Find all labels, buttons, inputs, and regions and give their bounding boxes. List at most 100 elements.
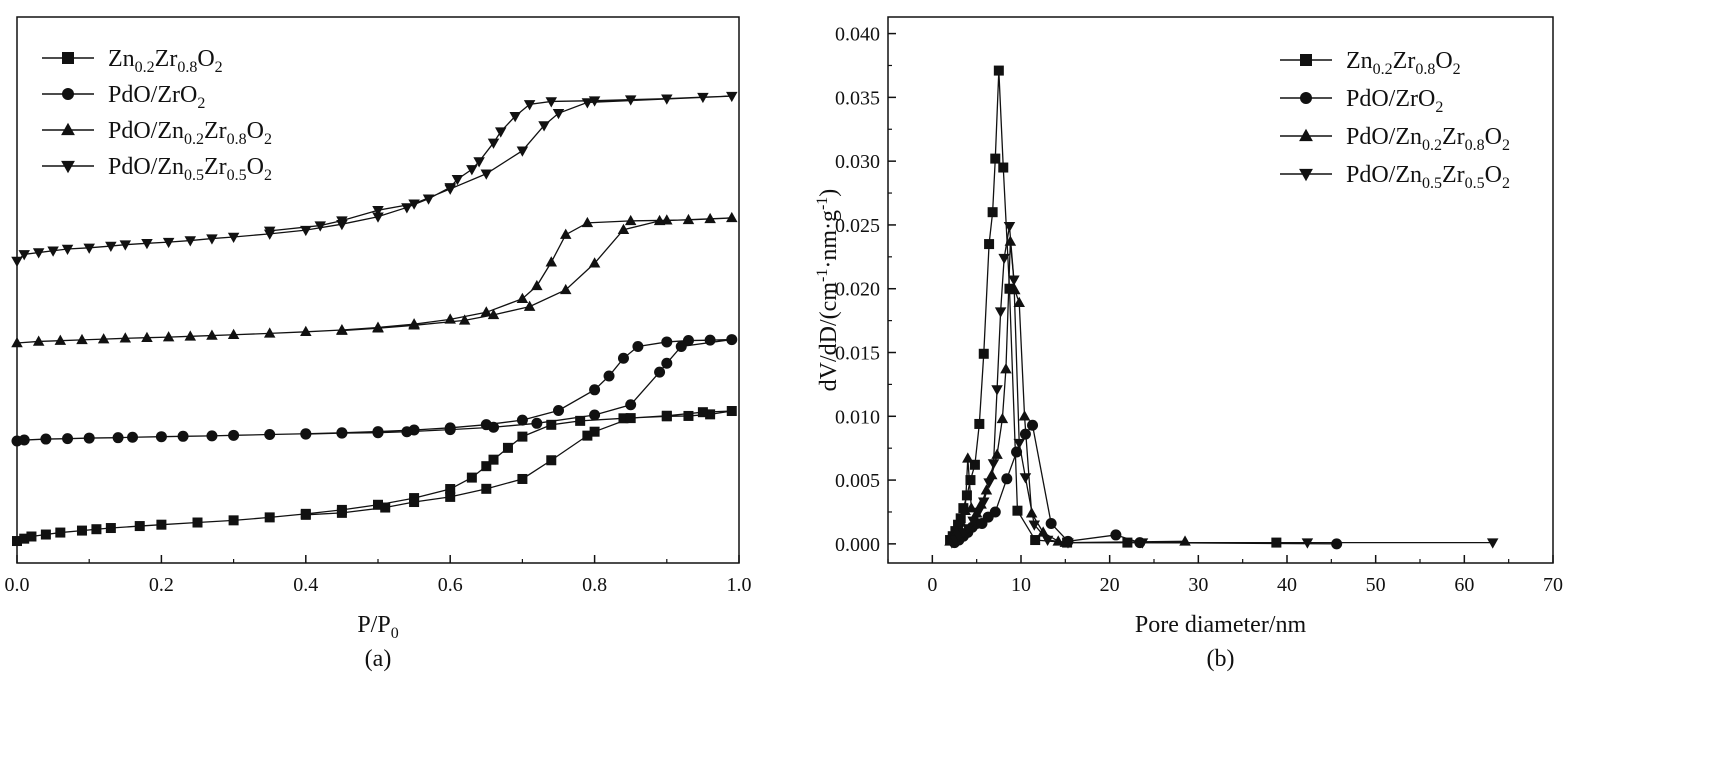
data-point	[206, 430, 218, 442]
data-point	[581, 98, 594, 109]
data-point	[705, 409, 716, 420]
legend-marker	[1299, 168, 1313, 182]
data-point	[545, 256, 558, 267]
data-point	[206, 234, 218, 245]
data-point	[458, 314, 471, 325]
x-tick-label: 10	[1011, 574, 1031, 596]
data-point	[1027, 419, 1039, 431]
panel-b-label: (b)	[1207, 646, 1235, 672]
data-point	[983, 478, 995, 489]
data-point	[1001, 473, 1013, 485]
data-point	[97, 333, 110, 344]
data-point	[1003, 221, 1016, 233]
data-point	[62, 433, 74, 445]
x-tick-label: 20	[1100, 574, 1120, 596]
data-point	[494, 127, 507, 138]
y-tick-label: 0.035	[835, 87, 880, 109]
data-point	[1179, 535, 1191, 546]
panel-b-y-axis-label: dV/dD/(cm-1·nm·g-1)	[814, 189, 842, 392]
data-point	[408, 319, 420, 330]
data-point	[546, 455, 557, 466]
data-point	[227, 328, 240, 340]
data-point	[531, 417, 543, 429]
data-point	[372, 212, 384, 223]
legend-label: PdO/Zn0.5Zr0.5O2	[108, 154, 272, 184]
data-point	[481, 483, 492, 494]
y-tick-label: 0.025	[835, 215, 880, 237]
data-point	[661, 214, 673, 225]
panel-b-series	[944, 65, 1499, 550]
data-point	[559, 283, 572, 295]
x-tick-label: 40	[1277, 574, 1297, 596]
panel-a-x-ticks: 0.0 0.2 0.4 0.6 0.8 1.0	[5, 555, 752, 596]
data-point	[625, 413, 636, 424]
data-point	[11, 256, 23, 268]
data-point	[466, 165, 478, 176]
data-point	[588, 257, 601, 268]
data-point	[993, 65, 1004, 76]
data-point	[969, 459, 980, 470]
y-tick-label: 0.040	[835, 24, 880, 46]
data-point	[487, 308, 500, 320]
data-point	[300, 325, 312, 337]
data-point	[517, 473, 528, 484]
x-tick-label: 0.6	[438, 574, 463, 596]
x-tick-label: 70	[1543, 574, 1563, 596]
data-point	[1301, 538, 1314, 549]
series-line	[954, 423, 1337, 545]
data-point	[704, 212, 716, 224]
data-point	[994, 307, 1007, 318]
data-point	[177, 430, 189, 442]
x-tick-label: 50	[1366, 574, 1386, 596]
legend-label: Zn0.2Zr0.8O2	[1346, 48, 1461, 78]
data-point	[263, 226, 276, 237]
data-point	[1011, 446, 1023, 458]
data-point	[985, 468, 998, 480]
data-point	[155, 431, 167, 443]
legend-label: PdO/Zn0.2Zr0.8O2	[108, 118, 272, 148]
data-point	[1000, 363, 1012, 374]
data-point	[373, 499, 383, 510]
panel-a-series	[11, 91, 738, 547]
data-point	[91, 524, 102, 535]
data-point	[54, 334, 67, 345]
data-point	[141, 239, 153, 250]
data-point	[617, 352, 629, 364]
data-point	[119, 240, 132, 251]
data-point	[451, 175, 464, 186]
data-point	[1018, 410, 1031, 421]
data-point	[581, 216, 594, 228]
y-tick-label: 0.010	[835, 406, 880, 428]
data-point	[517, 431, 528, 442]
data-point	[502, 442, 513, 453]
x-tick-label: 0.0	[5, 574, 30, 596]
data-point	[990, 153, 1001, 164]
data-point	[961, 490, 972, 501]
data-point	[480, 169, 493, 180]
legend-label: Zn0.2Zr0.8O2	[108, 46, 223, 76]
data-point	[76, 525, 87, 536]
data-point	[380, 502, 391, 513]
legend-marker	[62, 52, 74, 64]
data-point	[1028, 520, 1041, 531]
data-point	[47, 246, 59, 257]
data-point	[32, 248, 45, 259]
panel-b: 0 10 20 30 40 50 60 70 0.000 0.005 0.010 0.015 0.020…	[814, 16, 1563, 672]
panel-b-legend: Zn0.2Zr0.8O2 PdO/ZrO2 PdO/Zn0.2Zr0.8O2 PdO/…	[1280, 48, 1510, 192]
data-point	[965, 475, 976, 486]
data-point	[228, 429, 240, 441]
data-point	[624, 95, 637, 106]
data-point	[18, 434, 30, 446]
data-point	[653, 214, 666, 226]
data-point	[300, 428, 312, 440]
data-point	[516, 292, 529, 303]
data-point	[991, 385, 1003, 396]
data-point	[1136, 538, 1149, 549]
data-point	[40, 433, 52, 445]
data-point	[192, 517, 203, 528]
legend-marker	[1299, 128, 1313, 142]
series-a-0	[12, 406, 737, 547]
data-point	[987, 207, 998, 218]
data-point	[1110, 529, 1122, 541]
